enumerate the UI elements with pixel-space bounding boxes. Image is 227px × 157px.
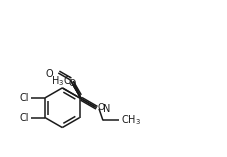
Text: Cl: Cl	[20, 93, 29, 103]
Text: O: O	[68, 79, 76, 88]
Text: O: O	[45, 69, 53, 79]
Text: Cl: Cl	[20, 113, 29, 123]
Text: N: N	[102, 104, 110, 114]
Text: CH$_3$: CH$_3$	[120, 114, 140, 127]
Text: H$_3$C: H$_3$C	[51, 74, 71, 88]
Text: O: O	[96, 103, 104, 112]
